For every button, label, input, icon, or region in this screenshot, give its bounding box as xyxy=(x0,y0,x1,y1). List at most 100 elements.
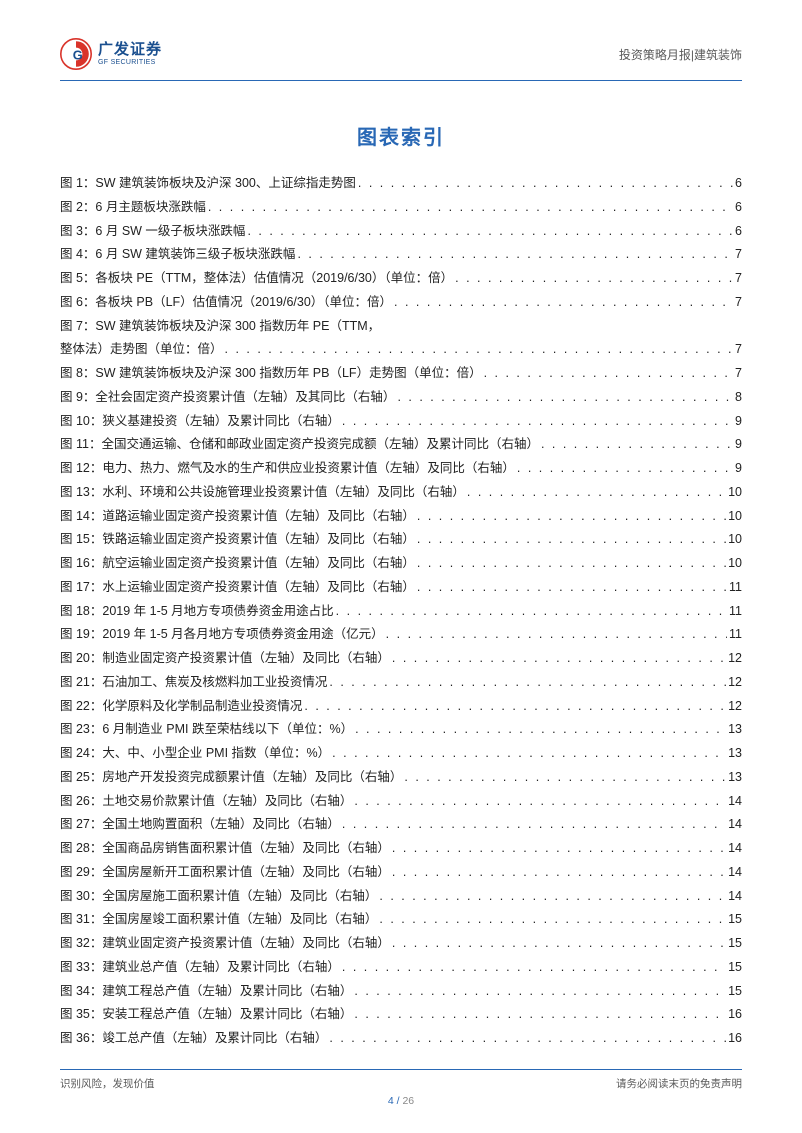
toc-label: 图 22：化学原料及化学制品制造业投资情况 xyxy=(60,695,302,719)
toc-page: 10 xyxy=(728,552,742,576)
toc-page: 15 xyxy=(728,908,742,932)
toc-page: 14 xyxy=(728,885,742,909)
toc-page: 9 xyxy=(735,410,742,434)
toc-row: 图 5：各板块 PE（TTM，整体法）估值情况（2019/6/30）（单位：倍）… xyxy=(60,267,742,291)
toc-dots: . . . . . . . . . . . . . . . . . . . . … xyxy=(354,790,726,814)
toc-page: 11 xyxy=(729,576,742,600)
toc-dots: . . . . . . . . . . . . . . . . . . . . … xyxy=(404,766,726,790)
toc-dots: . . . . . . . . . . . . . . . . . . . . … xyxy=(354,1003,726,1027)
toc-page: 14 xyxy=(728,837,742,861)
toc-page: 14 xyxy=(728,813,742,837)
page-header: G 广发证券 GF SECURITIES 投资策略月报|建筑装饰 xyxy=(60,38,742,81)
gf-logo-icon: G xyxy=(60,38,92,70)
toc-row: 图 1：SW 建筑装饰板块及沪深 300、上证综指走势图. . . . . . … xyxy=(60,172,742,196)
toc-page: 14 xyxy=(728,790,742,814)
toc-label: 图 7：SW 建筑装饰板块及沪深 300 指数历年 PE（TTM， xyxy=(60,315,380,339)
toc-label: 图 8：SW 建筑装饰板块及沪深 300 指数历年 PB（LF）走势图（单位：倍… xyxy=(60,362,482,386)
toc-label: 图 6：各板块 PB（LF）估值情况（2019/6/30）（单位：倍） xyxy=(60,291,392,315)
toc-dots: . . . . . . . . . . . . . . . . . . . . … xyxy=(342,410,733,434)
toc-dots: . . . . . . . . . . . . . . . . . . . . … xyxy=(517,457,733,481)
toc-row: 图 19：2019 年 1-5 月各月地方专项债券资金用途（亿元）. . . .… xyxy=(60,623,742,647)
toc-row: 图 15：铁路运输业固定资产投资累计值（左轴）及同比（右轴）. . . . . … xyxy=(60,528,742,552)
toc-page: 14 xyxy=(728,861,742,885)
toc-dots: . . . . . . . . . . . . . . . . . . . . … xyxy=(455,267,733,291)
toc-page: 7 xyxy=(735,362,742,386)
toc-label: 图 31：全国房屋竣工面积累计值（左轴）及同比（右轴） xyxy=(60,908,377,932)
toc-row: 图 23：6 月制造业 PMI 跌至荣枯线以下（单位：%）. . . . . .… xyxy=(60,718,742,742)
toc-label: 图 16：航空运输业固定资产投资累计值（左轴）及同比（右轴） xyxy=(60,552,415,576)
page-total: 26 xyxy=(402,1095,414,1107)
logo: G 广发证券 GF SECURITIES xyxy=(60,38,162,70)
toc-dots: . . . . . . . . . . . . . . . . . . . . … xyxy=(417,528,726,552)
toc-label: 整体法）走势图（单位：倍） xyxy=(60,338,223,362)
toc-label: 图 12：电力、热力、燃气及水的生产和供应业投资累计值（左轴）及同比（右轴） xyxy=(60,457,515,481)
toc-page: 11 xyxy=(729,600,742,624)
logo-text-en: GF SECURITIES xyxy=(98,59,162,66)
toc-dots: . . . . . . . . . . . . . . . . . . . . … xyxy=(342,956,726,980)
toc-row: 图 4：6 月 SW 建筑装饰三级子板块涨跌幅. . . . . . . . .… xyxy=(60,243,742,267)
page-number: 4 / 26 xyxy=(60,1095,742,1107)
toc-row: 图 10：狭义基建投资（左轴）及累计同比（右轴）. . . . . . . . … xyxy=(60,410,742,434)
toc-row: 整体法）走势图（单位：倍）. . . . . . . . . . . . . .… xyxy=(60,338,742,362)
toc-page: 13 xyxy=(728,766,742,790)
toc-dots: . . . . . . . . . . . . . . . . . . . . … xyxy=(392,861,726,885)
toc-label: 图 23：6 月制造业 PMI 跌至荣枯线以下（单位：%） xyxy=(60,718,353,742)
toc-label: 图 2：6 月主题板块涨跌幅 xyxy=(60,196,206,220)
toc-dots: . . . . . . . . . . . . . . . . . . . . … xyxy=(386,623,727,647)
footer-right: 请务必阅读末页的免责声明 xyxy=(616,1076,742,1091)
toc-label: 图 27：全国土地购置面积（左轴）及同比（右轴） xyxy=(60,813,340,837)
toc-row: 图 26：土地交易价款累计值（左轴）及同比（右轴）. . . . . . . .… xyxy=(60,790,742,814)
toc-label: 图 3：6 月 SW 一级子板块涨跌幅 xyxy=(60,220,245,244)
header-breadcrumb: 投资策略月报|建筑装饰 xyxy=(619,46,742,63)
toc-dots: . . . . . . . . . . . . . . . . . . . . … xyxy=(208,196,733,220)
toc-row: 图 16：航空运输业固定资产投资累计值（左轴）及同比（右轴）. . . . . … xyxy=(60,552,742,576)
toc-page: 12 xyxy=(728,647,742,671)
toc-page: 16 xyxy=(728,1027,742,1051)
toc-row: 图 30：全国房屋施工面积累计值（左轴）及同比（右轴）. . . . . . .… xyxy=(60,885,742,909)
toc-row: 图 17：水上运输业固定资产投资累计值（左轴）及同比（右轴）. . . . . … xyxy=(60,576,742,600)
toc-dots: . . . . . . . . . . . . . . . . . . . . … xyxy=(541,433,733,457)
toc-dots: . . . . . . . . . . . . . . . . . . . . … xyxy=(379,885,726,909)
toc-row: 图 14：道路运输业固定资产投资累计值（左轴）及同比（右轴）. . . . . … xyxy=(60,505,742,529)
toc-row: 图 24：大、中、小型企业 PMI 指数（单位：%）. . . . . . . … xyxy=(60,742,742,766)
toc-label: 图 32：建筑业固定资产投资累计值（左轴）及同比（右轴） xyxy=(60,932,390,956)
toc-dots: . . . . . . . . . . . . . . . . . . . . … xyxy=(392,932,726,956)
toc-dots: . . . . . . . . . . . . . . . . . . . . … xyxy=(332,742,726,766)
toc-dots: . . . . . . . . . . . . . . . . . . . . … xyxy=(225,338,734,362)
toc-label: 图 34：建筑工程总产值（左轴）及累计同比（右轴） xyxy=(60,980,352,1004)
toc-label: 图 5：各板块 PE（TTM，整体法）估值情况（2019/6/30）（单位：倍） xyxy=(60,267,453,291)
toc-row: 图 21：石油加工、焦炭及核燃料加工业投资情况. . . . . . . . .… xyxy=(60,671,742,695)
toc-page: 12 xyxy=(728,695,742,719)
toc-label: 图 20：制造业固定资产投资累计值（左轴）及同比（右轴） xyxy=(60,647,390,671)
toc-dots: . . . . . . . . . . . . . . . . . . . . … xyxy=(397,386,733,410)
toc-label: 图 13：水利、环境和公共设施管理业投资累计值（左轴）及同比（右轴） xyxy=(60,481,465,505)
toc-dots: . . . . . . . . . . . . . . . . . . . . … xyxy=(392,837,726,861)
toc-page: 13 xyxy=(728,742,742,766)
toc-page: 6 xyxy=(735,196,742,220)
toc-page: 6 xyxy=(735,172,742,196)
page-title: 图表索引 xyxy=(60,121,742,150)
toc-dots: . . . . . . . . . . . . . . . . . . . . … xyxy=(355,718,726,742)
toc-row: 图 32：建筑业固定资产投资累计值（左轴）及同比（右轴）. . . . . . … xyxy=(60,932,742,956)
toc-row: 图 25：房地产开发投资完成额累计值（左轴）及同比（右轴）. . . . . .… xyxy=(60,766,742,790)
toc-label: 图 14：道路运输业固定资产投资累计值（左轴）及同比（右轴） xyxy=(60,505,415,529)
toc-row: 图 27：全国土地购置面积（左轴）及同比（右轴）. . . . . . . . … xyxy=(60,813,742,837)
page-footer: 识别风险，发现价值 请务必阅读末页的免责声明 4 / 26 xyxy=(60,1069,742,1107)
toc-dots: . . . . . . . . . . . . . . . . . . . . … xyxy=(354,980,726,1004)
toc-dots: . . . . . . . . . . . . . . . . . . . . … xyxy=(417,576,727,600)
toc-label: 图 18：2019 年 1-5 月地方专项债券资金用途占比 xyxy=(60,600,334,624)
toc-label: 图 11：全国交通运输、仓储和邮政业固定资产投资完成额（左轴）及累计同比（右轴） xyxy=(60,433,539,457)
toc-label: 图 26：土地交易价款累计值（左轴）及同比（右轴） xyxy=(60,790,352,814)
toc-page: 9 xyxy=(735,433,742,457)
toc-dots: . . . . . . . . . . . . . . . . . . . . … xyxy=(392,647,726,671)
toc-label: 图 24：大、中、小型企业 PMI 指数（单位：%） xyxy=(60,742,330,766)
toc-dots: . . . . . . . . . . . . . . . . . . . . … xyxy=(329,1027,726,1051)
toc-label: 图 10：狭义基建投资（左轴）及累计同比（右轴） xyxy=(60,410,340,434)
toc-page: 15 xyxy=(728,956,742,980)
toc-page: 16 xyxy=(728,1003,742,1027)
toc-row: 图 20：制造业固定资产投资累计值（左轴）及同比（右轴）. . . . . . … xyxy=(60,647,742,671)
toc-page: 6 xyxy=(735,220,742,244)
toc-page: 11 xyxy=(729,623,742,647)
toc-row: 图 12：电力、热力、燃气及水的生产和供应业投资累计值（左轴）及同比（右轴）. … xyxy=(60,457,742,481)
toc-label: 图 1：SW 建筑装饰板块及沪深 300、上证综指走势图 xyxy=(60,172,356,196)
